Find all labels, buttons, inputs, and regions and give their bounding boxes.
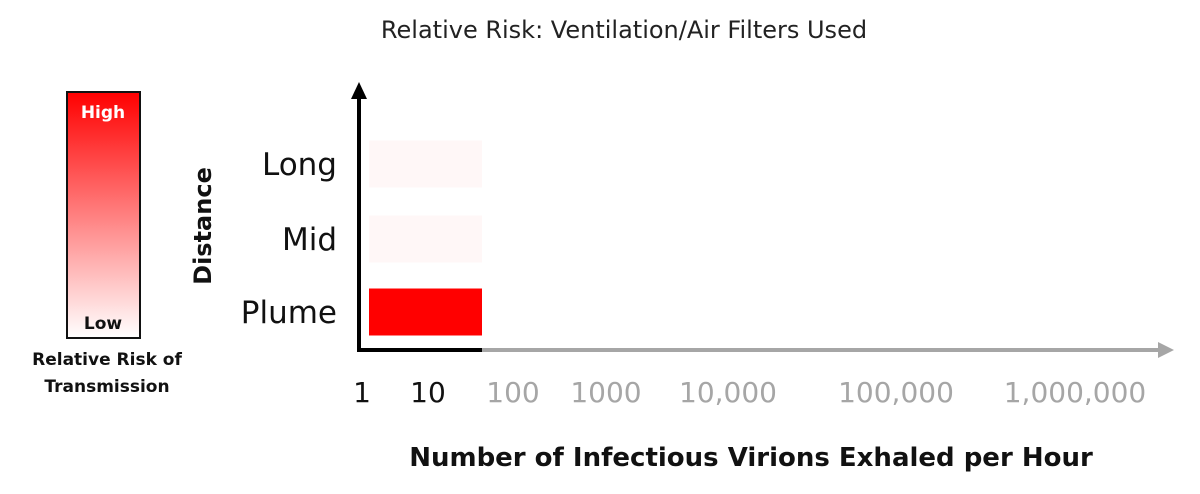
axes <box>351 82 1174 358</box>
x-tick-label: 1000 <box>570 376 641 409</box>
legend-high-label: High <box>81 103 125 123</box>
bar-plume <box>369 288 482 336</box>
legend: High Low Relative Risk of Transmission <box>32 91 182 397</box>
category-label-mid: Mid <box>282 222 337 258</box>
x-tick-label: 100,000 <box>838 376 954 409</box>
x-tick-label: 100 <box>486 376 539 409</box>
bar-mid <box>369 215 482 263</box>
legend-title-line1: Relative Risk of <box>32 350 182 370</box>
x-tick-label: 1 <box>353 376 371 409</box>
x-tick-label: 1,000,000 <box>1004 376 1147 409</box>
bars <box>369 140 482 336</box>
category-labels: Long Mid Plume <box>241 147 337 331</box>
legend-colorbar <box>66 91 141 339</box>
category-label-long: Long <box>262 147 337 183</box>
x-tick-label: 10,000 <box>679 376 777 409</box>
x-tick-labels: 1 10 100 1000 10,000 100,000 1,000,000 <box>353 376 1146 409</box>
x-axis-arrow <box>1158 342 1174 358</box>
bar-long <box>369 140 482 188</box>
x-axis-label: Number of Infectious Virions Exhaled per… <box>409 443 1093 473</box>
x-tick-label: 10 <box>410 376 446 409</box>
y-axis-label: Distance <box>189 167 217 285</box>
legend-title-line2: Transmission <box>44 377 169 397</box>
chart-title: Relative Risk: Ventilation/Air Filters U… <box>381 16 867 44</box>
legend-low-label: Low <box>84 314 123 334</box>
y-axis-arrow <box>351 82 367 99</box>
category-label-plume: Plume <box>241 295 337 331</box>
